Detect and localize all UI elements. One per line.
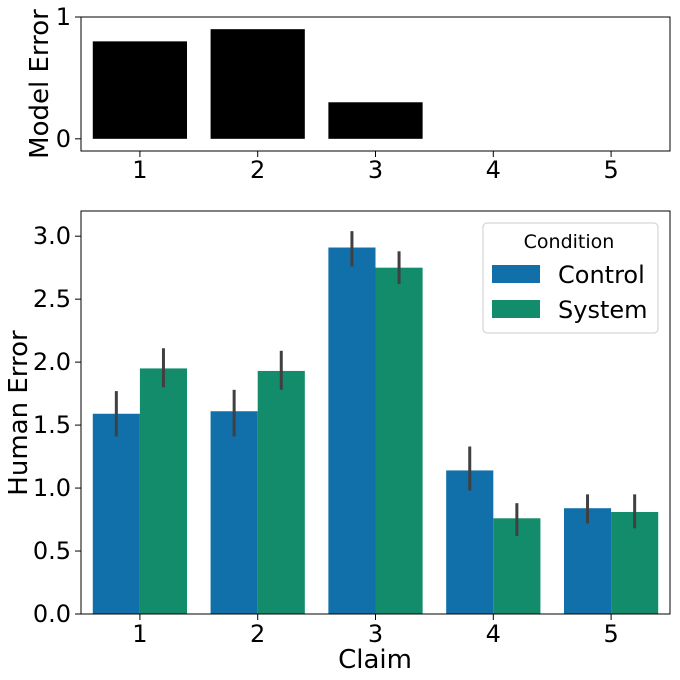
x-tick-label: 2	[250, 620, 265, 648]
x-tick-label: 5	[603, 620, 618, 648]
y-tick-label: 1.0	[33, 474, 71, 502]
legend-title: Condition	[524, 231, 615, 253]
legend-label-control: Control	[558, 261, 645, 289]
model-error-bar	[328, 102, 423, 139]
y-tick-label: 2.0	[33, 348, 71, 376]
x-tick-label: 2	[250, 156, 265, 184]
human-error-y-ticks: 0.0 0.5 1.0 1.5 2.0 2.5 3.0	[33, 222, 81, 628]
y-tick-label: 0.0	[33, 600, 71, 628]
y-tick-label: 3.0	[33, 222, 71, 250]
x-tick-label: 4	[486, 156, 501, 184]
human-error-bars	[92, 247, 659, 614]
bar-control	[328, 247, 376, 614]
bar-system	[257, 370, 305, 614]
y-tick-label: 1.5	[33, 411, 71, 439]
bar-control	[210, 411, 258, 614]
human-error-x-ticks: 1 2 3 4 5	[132, 614, 619, 648]
model-error-y-ticks: 01	[56, 3, 81, 153]
x-tick-label: 1	[132, 156, 147, 184]
human-error-error-bars	[114, 231, 637, 536]
x-tick-label: 5	[603, 156, 618, 184]
y-tick-label: 0.5	[33, 537, 71, 565]
y-tick-label: 1	[56, 3, 71, 31]
x-tick-label: 3	[368, 620, 383, 648]
bar-control	[446, 470, 494, 614]
model-error-x-ticks: 1 2 3 4 5	[132, 151, 619, 184]
x-tick-label: 4	[486, 620, 501, 648]
bar-system	[139, 368, 188, 614]
model-error-y-label: Model Error	[25, 9, 55, 159]
legend-swatch-system	[492, 300, 540, 318]
bar-control	[92, 413, 140, 614]
bar-system	[611, 511, 659, 614]
legend: Condition Control System	[482, 222, 659, 334]
model-error-bar	[210, 29, 305, 139]
x-tick-label: 3	[368, 156, 383, 184]
y-tick-label: 0	[56, 125, 71, 153]
model-error-bar	[92, 41, 188, 139]
model-error-bars	[92, 29, 423, 139]
bar-control	[563, 508, 612, 614]
legend-swatch-control	[492, 265, 540, 283]
bar-system	[375, 267, 423, 614]
legend-label-system: System	[558, 296, 648, 324]
human-error-x-label: Claim	[338, 645, 412, 675]
y-tick-label: 2.5	[33, 285, 71, 313]
human-error-y-label: Human Error	[4, 330, 34, 496]
x-tick-label: 1	[132, 620, 147, 648]
